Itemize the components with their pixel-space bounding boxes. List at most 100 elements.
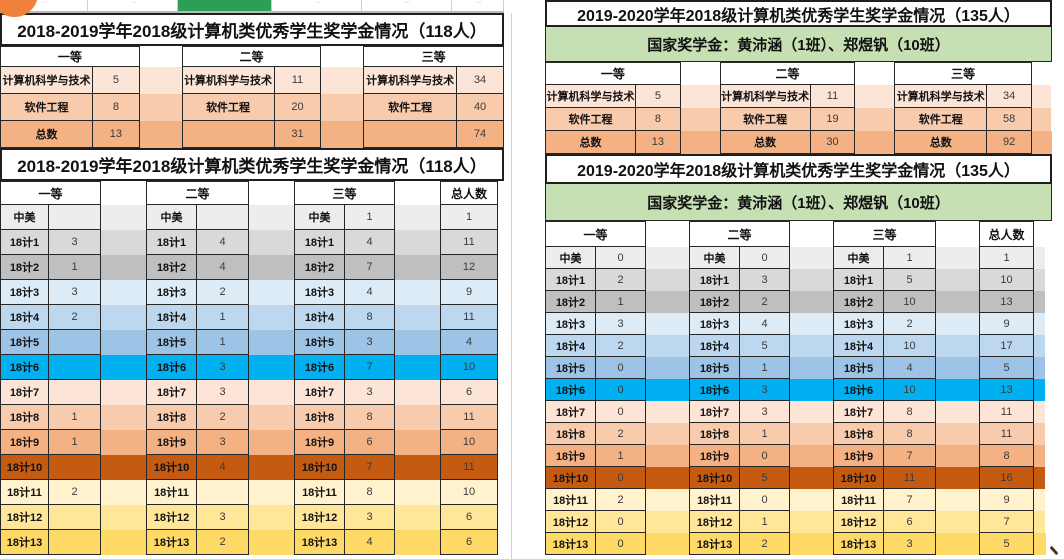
class-label-cell[interactable]: 18计8 bbox=[689, 422, 740, 445]
class-label-cell[interactable]: 18计1 bbox=[0, 229, 49, 255]
class-label-cell[interactable]: 18计9 bbox=[146, 429, 197, 455]
count-cell[interactable]: 5 bbox=[739, 334, 790, 357]
national-scholarship-banner-2[interactable]: 国家奖学金：黄沛涵（1班）、郑煜钒（10班） bbox=[545, 184, 1052, 221]
class-label-cell[interactable]: 18计6 bbox=[833, 378, 884, 401]
class-label-cell[interactable]: 18计10 bbox=[0, 454, 49, 480]
count-cell[interactable]: 5 bbox=[739, 466, 790, 489]
major-label-cell[interactable] bbox=[181, 120, 275, 148]
count-cell[interactable] bbox=[48, 529, 101, 555]
class-label-cell[interactable]: 18计1 bbox=[689, 268, 740, 291]
count-cell[interactable]: 0 bbox=[595, 466, 646, 489]
class-label-cell[interactable]: 18计7 bbox=[294, 379, 345, 405]
count-cell[interactable]: 1 bbox=[196, 329, 249, 355]
total-cell[interactable]: 16 bbox=[979, 466, 1034, 489]
count-cell[interactable]: 3 bbox=[595, 312, 646, 335]
class-label-cell[interactable]: 18计11 bbox=[146, 479, 197, 505]
count-cell[interactable]: 2 bbox=[196, 279, 249, 305]
class-label-cell[interactable]: 18计13 bbox=[689, 532, 740, 555]
total-cell[interactable]: 9 bbox=[440, 279, 498, 305]
class-label-cell[interactable]: 18计9 bbox=[0, 429, 49, 455]
class-label-cell[interactable]: 18计6 bbox=[689, 378, 740, 401]
total-cell[interactable]: 10 bbox=[440, 479, 498, 505]
count-cell[interactable] bbox=[48, 454, 101, 480]
class-label-cell[interactable]: 18计3 bbox=[689, 312, 740, 335]
class-label-cell[interactable]: 18计6 bbox=[0, 354, 49, 380]
strip-selected-green-cell[interactable] bbox=[178, 0, 272, 11]
right-title-2[interactable]: 2019-2020学年2018级计算机类优秀学生奖学金情况（135人） bbox=[545, 154, 1052, 184]
total-cell[interactable]: 11 bbox=[440, 404, 498, 430]
count-cell[interactable]: 2 bbox=[196, 529, 249, 555]
count-cell[interactable]: 19 bbox=[809, 107, 856, 131]
class-label-cell[interactable]: 18计11 bbox=[545, 488, 596, 511]
count-cell[interactable]: 4 bbox=[739, 312, 790, 335]
class-label-cell[interactable]: 18计2 bbox=[545, 290, 596, 313]
total-cell[interactable]: 11 bbox=[979, 422, 1034, 445]
count-cell[interactable]: 7 bbox=[883, 488, 936, 511]
class-label-cell[interactable]: 18计5 bbox=[689, 356, 740, 379]
major-label-cell[interactable]: 计算机科学与技术 bbox=[894, 84, 988, 108]
count-cell[interactable]: 40 bbox=[456, 93, 504, 121]
total-header[interactable]: 总人数 bbox=[979, 221, 1034, 247]
count-cell[interactable]: 3 bbox=[739, 378, 790, 401]
major-label-cell[interactable]: 软件工程 bbox=[719, 107, 811, 131]
total-cell[interactable]: 6 bbox=[440, 529, 498, 555]
count-cell[interactable]: 3 bbox=[344, 379, 395, 405]
count-cell[interactable]: 92 bbox=[986, 130, 1033, 154]
count-cell[interactable]: 4 bbox=[196, 254, 249, 280]
count-cell[interactable]: 8 bbox=[344, 479, 395, 505]
count-cell[interactable]: 58 bbox=[986, 107, 1033, 131]
class-label-cell[interactable]: 18计9 bbox=[294, 429, 345, 455]
class-label-cell[interactable]: 中美 bbox=[294, 204, 345, 230]
count-cell[interactable]: 8 bbox=[344, 404, 395, 430]
count-cell[interactable] bbox=[48, 504, 101, 530]
class-label-cell[interactable]: 18计11 bbox=[833, 488, 884, 511]
class-label-cell[interactable]: 18计12 bbox=[545, 510, 596, 533]
class-label-cell[interactable]: 18计7 bbox=[146, 379, 197, 405]
class-label-cell[interactable]: 18计5 bbox=[146, 329, 197, 355]
count-cell[interactable]: 5 bbox=[883, 268, 936, 291]
count-cell[interactable]: 2 bbox=[883, 312, 936, 335]
count-cell[interactable]: 8 bbox=[634, 107, 681, 131]
major-label-cell[interactable] bbox=[363, 120, 458, 148]
count-cell[interactable]: 13 bbox=[91, 120, 140, 148]
total-cell[interactable]: 11 bbox=[440, 454, 498, 480]
count-cell[interactable]: 2 bbox=[48, 479, 101, 505]
class-label-cell[interactable]: 18计7 bbox=[833, 400, 884, 423]
count-cell[interactable]: 34 bbox=[456, 66, 504, 94]
total-cell[interactable]: 10 bbox=[979, 268, 1034, 291]
class-label-cell[interactable]: 18计4 bbox=[146, 304, 197, 330]
count-cell[interactable] bbox=[48, 329, 101, 355]
count-cell[interactable]: 6 bbox=[344, 429, 395, 455]
left-title-2[interactable]: 2018-2019学年2018级计算机类优秀学生奖学金情况（118人） bbox=[0, 148, 504, 181]
total-cell[interactable]: 1 bbox=[440, 204, 498, 230]
class-label-cell[interactable]: 18计3 bbox=[0, 279, 49, 305]
class-label-cell[interactable]: 18计5 bbox=[0, 329, 49, 355]
major-label-cell[interactable]: 计算机科学与技术 bbox=[181, 66, 275, 94]
grade-header[interactable]: 一等 bbox=[545, 221, 646, 247]
class-label-cell[interactable]: 18计1 bbox=[146, 229, 197, 255]
grade-header[interactable]: 二等 bbox=[181, 46, 322, 67]
count-cell[interactable]: 3 bbox=[196, 429, 249, 455]
class-label-cell[interactable]: 18计12 bbox=[689, 510, 740, 533]
total-cell[interactable]: 7 bbox=[979, 510, 1034, 533]
count-cell[interactable]: 0 bbox=[595, 246, 646, 269]
class-label-cell[interactable]: 18计5 bbox=[294, 329, 345, 355]
major-label-cell[interactable]: 计算机科学与技术 bbox=[0, 66, 93, 94]
class-label-cell[interactable]: 18计1 bbox=[294, 229, 345, 255]
major-label-cell[interactable]: 计算机科学与技术 bbox=[719, 84, 811, 108]
strip-cell[interactable] bbox=[88, 0, 178, 11]
count-cell[interactable]: 10 bbox=[883, 334, 936, 357]
major-label-cell[interactable]: 软件工程 bbox=[363, 93, 458, 121]
class-label-cell[interactable]: 18计1 bbox=[833, 268, 884, 291]
count-cell[interactable]: 0 bbox=[595, 356, 646, 379]
class-label-cell[interactable]: 18计13 bbox=[146, 529, 197, 555]
class-label-cell[interactable]: 18计10 bbox=[146, 454, 197, 480]
count-cell[interactable]: 2 bbox=[739, 532, 790, 555]
count-cell[interactable]: 1 bbox=[739, 422, 790, 445]
count-cell[interactable]: 7 bbox=[344, 254, 395, 280]
class-label-cell[interactable]: 18计13 bbox=[0, 529, 49, 555]
class-label-cell[interactable]: 18计12 bbox=[294, 504, 345, 530]
left-title-1[interactable]: 2018-2019学年2018级计算机类优秀学生奖学金情况（118人） bbox=[0, 13, 504, 46]
class-label-cell[interactable]: 18计2 bbox=[689, 290, 740, 313]
count-cell[interactable]: 8 bbox=[91, 93, 140, 121]
